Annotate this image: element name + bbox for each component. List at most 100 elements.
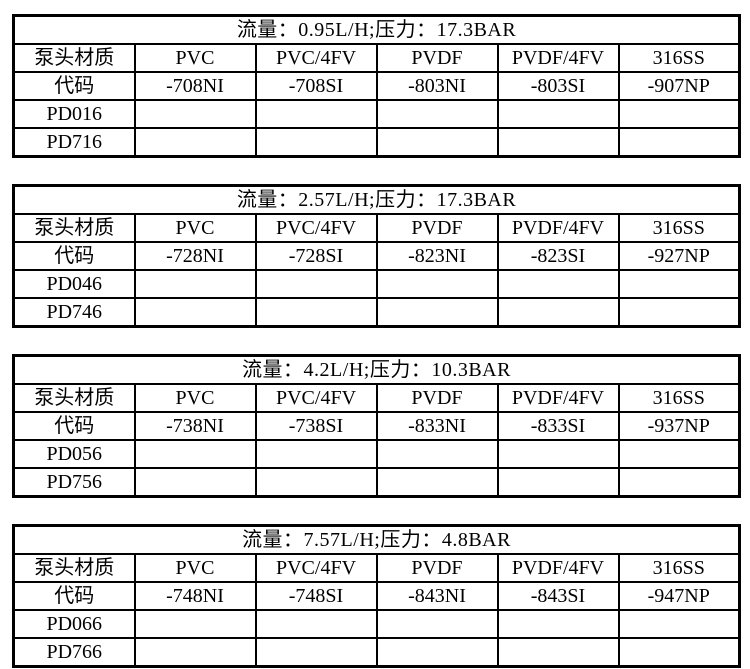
empty-cell [496, 467, 620, 498]
empty-cell [617, 609, 741, 639]
code-row: 代码 -728NI -728SI -823NI -823SI -927NP [12, 241, 741, 271]
header-pvc: PVC [133, 383, 257, 413]
empty-cell [133, 297, 257, 328]
title-row: 流量：4.2L/H;压力：10.3BAR [12, 354, 741, 385]
header-316ss: 316SS [617, 43, 741, 73]
empty-cell [133, 467, 257, 498]
header-pvdf-4fv: PVDF/4FV [496, 383, 620, 413]
model-label: PD066 [12, 609, 136, 639]
model-row: PD766 [12, 637, 741, 668]
code-row-label: 代码 [12, 241, 136, 271]
code-cell: -803SI [496, 71, 620, 101]
spec-table-pd016: 流量：0.95L/H;压力：17.3BAR 泵头材质 PVC PVC/4FV P… [12, 14, 742, 158]
flow-pressure-title: 流量：2.57L/H;压力：17.3BAR [12, 184, 741, 215]
header-row: 泵头材质 PVC PVC/4FV PVDF PVDF/4FV 316SS [12, 43, 741, 73]
code-cell: -937NP [617, 411, 741, 441]
model-label: PD016 [12, 99, 136, 129]
code-cell: -728SI [254, 241, 378, 271]
model-row: PD046 [12, 269, 741, 299]
empty-cell [254, 297, 378, 328]
empty-cell [375, 99, 499, 129]
code-row-label: 代码 [12, 581, 136, 611]
empty-cell [254, 467, 378, 498]
empty-cell [254, 439, 378, 469]
empty-cell [496, 439, 620, 469]
code-cell: -843NI [375, 581, 499, 611]
header-material: 泵头材质 [12, 43, 136, 73]
header-row: 泵头材质 PVC PVC/4FV PVDF PVDF/4FV 316SS [12, 553, 741, 583]
model-row: PD066 [12, 609, 741, 639]
code-cell: -823NI [375, 241, 499, 271]
empty-cell [617, 637, 741, 668]
header-pvc-4fv: PVC/4FV [254, 43, 378, 73]
header-pvc-4fv: PVC/4FV [254, 213, 378, 243]
empty-cell [254, 609, 378, 639]
empty-cell [133, 269, 257, 299]
spec-table-pd056: 流量：4.2L/H;压力：10.3BAR 泵头材质 PVC PVC/4FV PV… [12, 354, 742, 498]
flow-pressure-title: 流量：7.57L/H;压力：4.8BAR [12, 524, 741, 555]
empty-cell [617, 467, 741, 498]
model-row: PD056 [12, 439, 741, 469]
flow-pressure-title: 流量：0.95L/H;压力：17.3BAR [12, 14, 741, 45]
header-row: 泵头材质 PVC PVC/4FV PVDF PVDF/4FV 316SS [12, 383, 741, 413]
code-row-label: 代码 [12, 71, 136, 101]
code-cell: -823SI [496, 241, 620, 271]
empty-cell [133, 637, 257, 668]
empty-cell [133, 439, 257, 469]
code-cell: -843SI [496, 581, 620, 611]
model-row: PD746 [12, 297, 741, 328]
code-cell: -728NI [133, 241, 257, 271]
empty-cell [375, 127, 499, 158]
empty-cell [617, 269, 741, 299]
header-pvdf: PVDF [375, 43, 499, 73]
code-row-label: 代码 [12, 411, 136, 441]
model-label: PD716 [12, 127, 136, 158]
title-row: 流量：7.57L/H;压力：4.8BAR [12, 524, 741, 555]
code-cell: -833NI [375, 411, 499, 441]
model-row: PD716 [12, 127, 741, 158]
empty-cell [375, 297, 499, 328]
header-material: 泵头材质 [12, 553, 136, 583]
spec-table-pd046: 流量：2.57L/H;压力：17.3BAR 泵头材质 PVC PVC/4FV P… [12, 184, 742, 328]
header-pvdf-4fv: PVDF/4FV [496, 213, 620, 243]
empty-cell [375, 637, 499, 668]
spec-table-pd066: 流量：7.57L/H;压力：4.8BAR 泵头材质 PVC PVC/4FV PV… [12, 524, 742, 668]
code-row: 代码 -748NI -748SI -843NI -843SI -947NP [12, 581, 741, 611]
empty-cell [254, 269, 378, 299]
empty-cell [617, 297, 741, 328]
empty-cell [133, 609, 257, 639]
empty-cell [133, 127, 257, 158]
empty-cell [375, 609, 499, 639]
model-label: PD046 [12, 269, 136, 299]
header-pvc: PVC [133, 43, 257, 73]
empty-cell [496, 637, 620, 668]
header-pvc-4fv: PVC/4FV [254, 383, 378, 413]
empty-cell [375, 467, 499, 498]
header-pvc-4fv: PVC/4FV [254, 553, 378, 583]
header-pvdf-4fv: PVDF/4FV [496, 43, 620, 73]
header-316ss: 316SS [617, 383, 741, 413]
header-pvdf: PVDF [375, 213, 499, 243]
empty-cell [496, 609, 620, 639]
empty-cell [375, 439, 499, 469]
empty-cell [254, 637, 378, 668]
header-pvc: PVC [133, 213, 257, 243]
title-row: 流量：0.95L/H;压力：17.3BAR [12, 14, 741, 45]
model-label: PD746 [12, 297, 136, 328]
empty-cell [375, 269, 499, 299]
header-material: 泵头材质 [12, 383, 136, 413]
empty-cell [617, 439, 741, 469]
flow-pressure-title: 流量：4.2L/H;压力：10.3BAR [12, 354, 741, 385]
empty-cell [617, 127, 741, 158]
empty-cell [254, 127, 378, 158]
header-row: 泵头材质 PVC PVC/4FV PVDF PVDF/4FV 316SS [12, 213, 741, 243]
header-316ss: 316SS [617, 553, 741, 583]
code-row: 代码 -738NI -738SI -833NI -833SI -937NP [12, 411, 741, 441]
empty-cell [496, 269, 620, 299]
empty-cell [496, 297, 620, 328]
code-cell: -927NP [617, 241, 741, 271]
code-row: 代码 -708NI -708SI -803NI -803SI -907NP [12, 71, 741, 101]
empty-cell [496, 99, 620, 129]
code-cell: -947NP [617, 581, 741, 611]
